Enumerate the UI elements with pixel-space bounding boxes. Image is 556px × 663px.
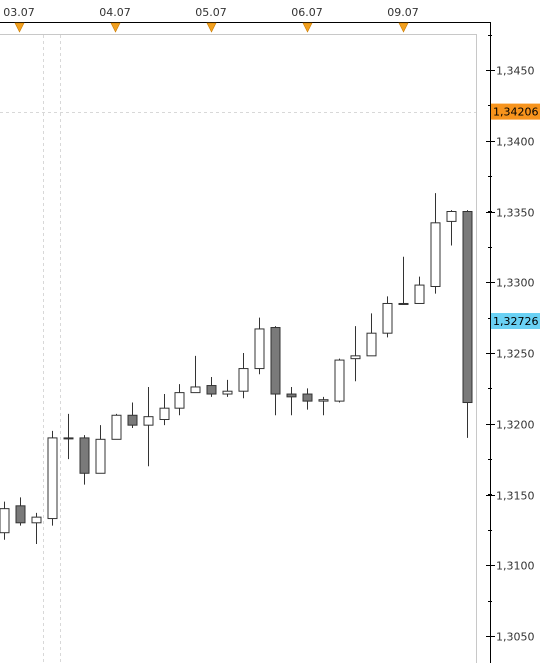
price-tick-label: 1,3450 bbox=[496, 65, 535, 78]
candle bbox=[398, 256, 409, 305]
date-marker-icon bbox=[206, 22, 217, 33]
price-tag-label: 1,32726 bbox=[493, 315, 539, 328]
date-label: 03.07 bbox=[3, 6, 35, 19]
candle-body-bullish bbox=[143, 416, 154, 426]
candle-body-bullish bbox=[254, 328, 265, 370]
candle bbox=[63, 413, 74, 460]
candles bbox=[0, 193, 473, 545]
candle bbox=[111, 413, 122, 440]
candle bbox=[414, 276, 425, 304]
candle bbox=[15, 497, 26, 526]
candle-body-bullish bbox=[0, 508, 10, 534]
candle bbox=[190, 355, 201, 394]
candle-body-bullish bbox=[222, 390, 233, 395]
price-tick-label: 1,3200 bbox=[496, 419, 535, 432]
candle-body-bullish bbox=[334, 359, 345, 402]
candle bbox=[366, 313, 377, 357]
candle-body-bullish bbox=[350, 355, 361, 360]
candle-body-bullish bbox=[414, 284, 425, 304]
candle-body-bearish bbox=[79, 437, 90, 474]
candle-body-bullish bbox=[95, 438, 106, 474]
candle bbox=[350, 326, 361, 382]
candle-body-bearish bbox=[462, 211, 473, 404]
grid-layer bbox=[0, 35, 476, 663]
candle bbox=[222, 379, 233, 397]
candle bbox=[334, 358, 345, 403]
date-marker-icon bbox=[398, 22, 409, 33]
candle-body-bullish bbox=[446, 211, 457, 222]
price-tick-label: 1,3100 bbox=[496, 560, 535, 573]
date-label: 09.07 bbox=[387, 6, 419, 19]
candle bbox=[79, 435, 90, 485]
candle bbox=[382, 296, 393, 338]
candle bbox=[95, 425, 106, 474]
price-tick-label: 1,3400 bbox=[496, 136, 535, 149]
candle bbox=[430, 193, 441, 294]
candle bbox=[318, 396, 329, 416]
price-tick-label: 1,3150 bbox=[496, 490, 535, 503]
candle bbox=[206, 377, 217, 397]
date-marker-icon bbox=[302, 22, 313, 33]
candle-body-bearish bbox=[127, 414, 138, 426]
date-label: 06.07 bbox=[291, 6, 323, 19]
candle bbox=[286, 386, 297, 416]
candle-body-bullish bbox=[174, 392, 185, 409]
candle bbox=[446, 210, 457, 246]
candle-body-bullish bbox=[430, 222, 441, 287]
candle-body-bullish bbox=[366, 332, 377, 357]
candle-body-bullish bbox=[31, 516, 42, 524]
candle bbox=[159, 394, 170, 426]
candle-body-bullish bbox=[47, 437, 58, 520]
candle-body-bullish bbox=[382, 302, 393, 334]
date-scale: 03.07 04.07 05.07 06.07 09.07 bbox=[3, 6, 419, 33]
date-label: 04.07 bbox=[99, 6, 131, 19]
candle-body-bullish bbox=[238, 368, 249, 392]
candle-body-bearish bbox=[302, 393, 313, 402]
candle-body-bullish bbox=[318, 399, 329, 402]
candle bbox=[127, 402, 138, 428]
candle bbox=[143, 386, 154, 467]
candle bbox=[302, 388, 313, 410]
candle bbox=[462, 210, 473, 438]
price-tick-label: 1,3050 bbox=[496, 631, 535, 644]
candle-body-bearish bbox=[206, 385, 217, 395]
candle bbox=[174, 384, 185, 416]
candle-body-bearish bbox=[270, 327, 281, 395]
candle-body-bullish bbox=[398, 302, 409, 305]
price-tags: 1,34206 1,32726 bbox=[491, 103, 540, 330]
candle-body-bearish bbox=[15, 505, 26, 524]
candle-body-bullish bbox=[190, 386, 201, 394]
price-scale: 1,3450 1,3400 1,3350 1,3300 1,3250 1,3200 1,31… bbox=[486, 35, 535, 644]
candle bbox=[0, 501, 10, 540]
candle bbox=[238, 353, 249, 399]
candle bbox=[254, 317, 265, 375]
price-tick-label: 1,3350 bbox=[496, 207, 535, 220]
candle-body-bearish bbox=[286, 393, 297, 398]
price-tag bbox=[491, 103, 540, 120]
price-tick-label: 1,3250 bbox=[496, 348, 535, 361]
price-tick-label: 1,3300 bbox=[496, 277, 535, 290]
candle bbox=[31, 512, 42, 545]
candle-body-bullish bbox=[159, 407, 170, 421]
price-tag-label: 1,34206 bbox=[493, 106, 539, 119]
price-tag bbox=[491, 313, 540, 330]
candle-body-bullish bbox=[63, 437, 74, 440]
candle bbox=[270, 326, 281, 416]
candle-body-bullish bbox=[111, 414, 122, 440]
candle bbox=[47, 430, 58, 526]
date-marker-icon bbox=[110, 22, 121, 33]
date-label: 05.07 bbox=[195, 6, 227, 19]
date-marker-icon bbox=[14, 22, 25, 33]
